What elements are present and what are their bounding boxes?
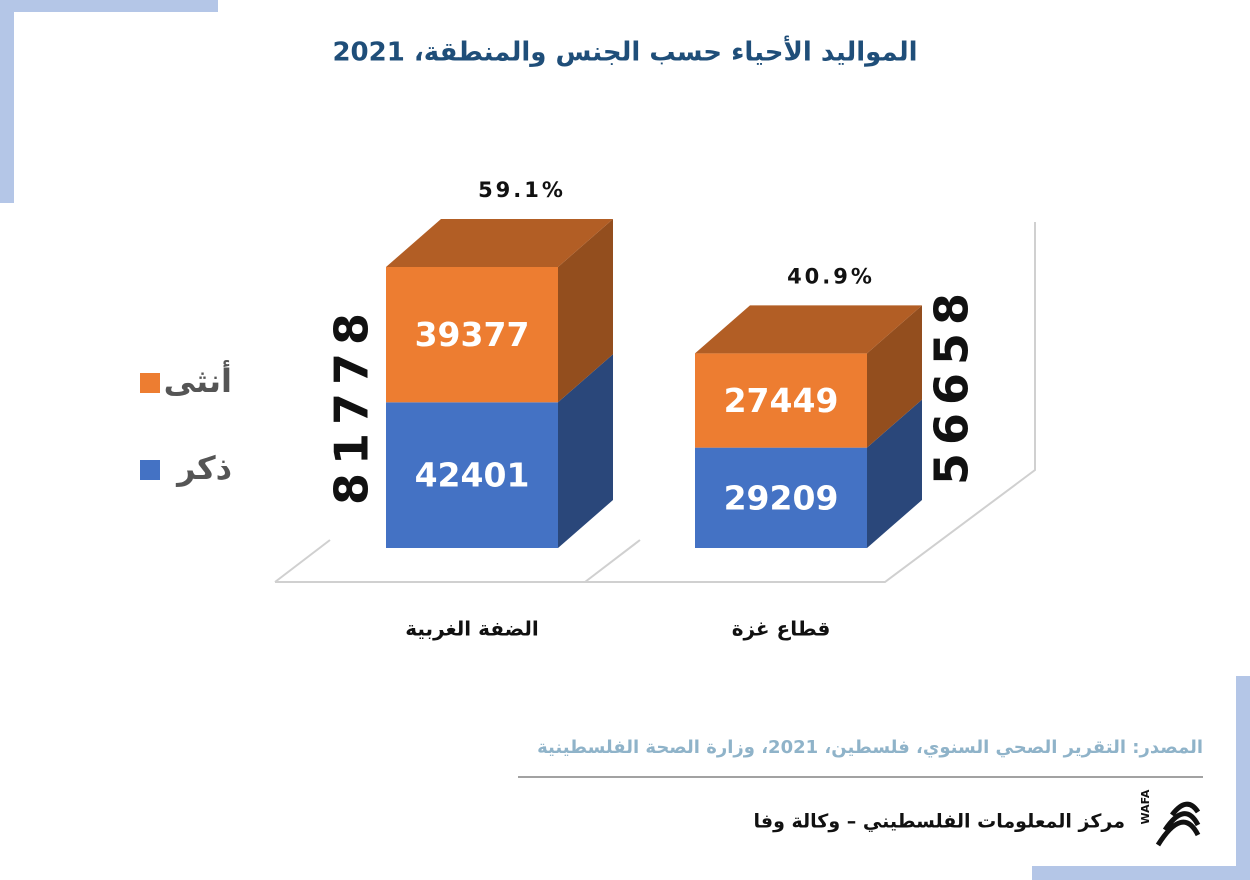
logo-text: WAFA [1139,789,1152,824]
bar-side [867,399,922,548]
share-label: 59.1% [478,178,566,202]
decor-strip [1032,866,1250,880]
logo [1155,801,1201,847]
floor-edge [274,539,331,583]
total-label: 56658 [925,285,979,485]
decor-strip [0,0,14,203]
bar [386,267,558,403]
floor [274,222,1036,583]
legend-label: أنثى [164,360,232,400]
bar-side [867,305,922,448]
legend-swatch [140,460,160,480]
value-label: 29209 [724,478,839,517]
x-tick-label: الضفة الغربية [405,617,538,641]
decor-strip [1236,676,1250,880]
bar-side [558,354,613,548]
value-label: 42401 [415,456,530,495]
value-label: 39377 [415,315,530,354]
bar [695,447,867,548]
x-tick-label: قطاع غزة [732,617,831,641]
floor-edge [275,222,1036,583]
value-label: 27449 [724,381,839,420]
source: المصدر: التقرير الصحي السنوي، فلسطين، 20… [537,737,1203,758]
bar-top [386,219,613,267]
bar-top [695,305,922,354]
total-label: 81778 [325,305,379,505]
chart-title: المواليد الأحياء حسب الجنس والمنطقة، 202… [332,36,917,68]
bar [386,402,558,548]
floor-edge [584,539,641,583]
decor-strip [0,0,218,12]
legend-swatch [140,373,160,393]
legend-label: ذكر [175,449,232,487]
bar [695,353,867,448]
logo-mark [1155,801,1201,847]
footer: مركز المعلومات الفلسطيني – وكالة وفا [754,811,1125,833]
bar-side [558,219,613,403]
share-label: 40.9% [787,264,875,288]
